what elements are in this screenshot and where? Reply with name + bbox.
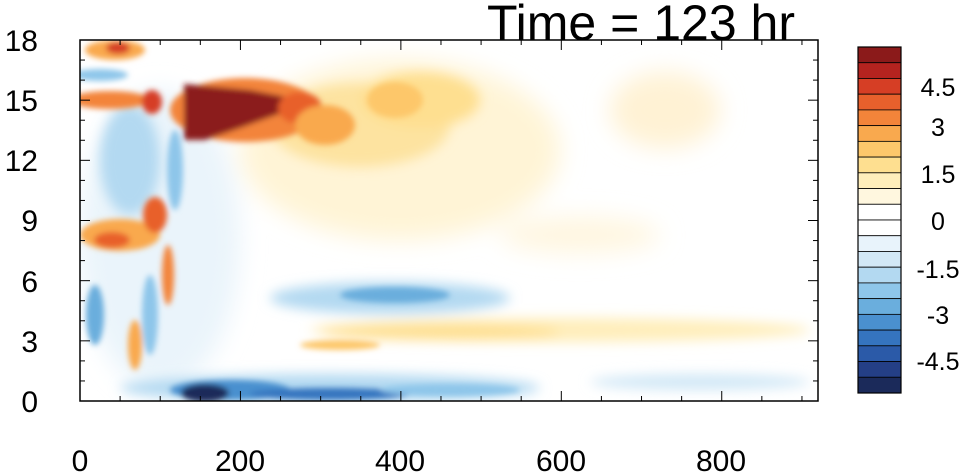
y-tick-label-18: 18 [5,25,38,58]
colorbar-swatch [857,345,902,362]
heatmap-blob-low-band-core [320,324,560,340]
colorbar-label-neg3: -3 [927,302,949,330]
colorbar-swatch [857,93,902,111]
y-tick-label-9: 9 [21,205,38,238]
colorbar-label-neg1.5: -1.5 [916,256,959,284]
heatmap-blob-jet-core [184,84,292,140]
heatmap-blob-left-neg-b [142,275,158,355]
colorbar-swatch [857,376,902,394]
axis-ticks [79,39,818,402]
colorbar-swatch [857,46,902,64]
heatmap-blob-left-neg-a [86,285,104,345]
x-tick-label-400: 400 [375,445,425,473]
heatmap-blob-left-streak-pos2 [128,320,142,370]
y-tick-label-12: 12 [5,145,38,178]
x-tick-label-800: 800 [696,445,746,473]
colorbar-swatch [857,172,902,189]
heatmap-blob-far-right [610,72,720,148]
heatmap-blob-left-negative-upper [100,105,160,215]
colorbar-swatch [857,62,902,79]
x-tick-label-0: 0 [72,445,89,473]
colorbar-swatch [857,188,902,205]
heatmap-blob-jet-tail-a [295,105,355,145]
heatmap-blob-jet-tail-b [367,82,423,118]
x-tick-label-200: 200 [215,445,265,473]
colorbar-label-neg4.5: -4.5 [916,348,959,376]
heatmap-blob-surface-neg-b [181,384,229,401]
colorbar-swatch [857,235,902,252]
colorbar-swatch [857,266,902,284]
colorbar-swatch [857,109,902,127]
heatmap-field [80,40,810,401]
colorbar-label-0: 0 [931,208,945,236]
colorbar-label-4.5: 4.5 [921,74,956,102]
colorbar-label-3: 3 [931,114,945,142]
colorbar-swatch [857,313,902,331]
heatmap-blob-left-neg-d [167,130,183,210]
colorbar-swatch [857,329,902,347]
heatmap-blob-left-mid-c [143,197,167,233]
heatmap-blob-surface-neg-c [250,388,410,400]
colorbar-swatch [857,78,902,95]
y-tick-label-15: 15 [5,85,38,118]
heatmap-blob-left-neg-c [80,69,128,81]
heatmap-blob-low-pos-core [300,340,380,350]
colorbar-swatch [857,125,902,142]
y-tick-label-6: 6 [21,266,38,299]
colorbar-swatch [857,140,902,158]
colorbar-frame [857,46,902,394]
heatmap-blob-right-low [590,374,810,390]
colorbar-swatch [857,361,902,378]
heatmap-blob-left-mid-b [94,232,130,248]
colorbar-swatch [857,156,902,174]
heatmap-blob-left-15-b [142,90,162,114]
heatmap-blob-left-top-b [106,42,130,54]
colorbar-swatch [857,251,902,268]
colorbar-swatch [857,282,902,300]
chart-title: Time = 123 hr [487,0,795,51]
colorbar-swatch [857,298,902,315]
heatmap-blob-left-streak-pos [162,245,174,305]
x-tick-label-600: 600 [536,445,586,473]
y-tick-label-0: 0 [21,386,38,419]
heatmap-blob-right-mid [500,217,660,253]
colorbar [857,46,902,394]
heatmap-blob-surface-neg-d [380,384,520,396]
colorbar-swatch [857,203,902,221]
colorbar-swatch [857,219,902,237]
heatmap-blob-mid-neg-core [340,287,450,303]
heatmap-blob-left-15-a [80,91,150,109]
y-tick-label-3: 3 [21,326,38,359]
colorbar-label-1.5: 1.5 [921,161,956,189]
